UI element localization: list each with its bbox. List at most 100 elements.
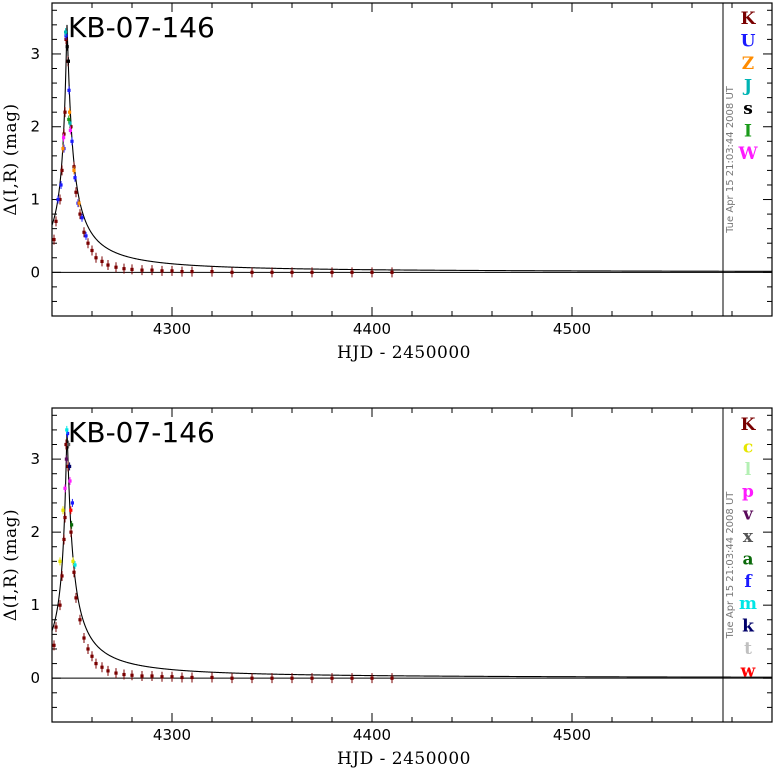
data-point-K: [86, 647, 90, 651]
data-point-K: [82, 230, 86, 234]
data-point-K: [90, 248, 94, 253]
data-point-K: [122, 267, 126, 271]
data-point-m: [73, 563, 77, 567]
data-point-K: [52, 643, 56, 647]
data-point-s: [66, 59, 70, 63]
data-point-Z: [72, 168, 76, 173]
legend-item-W: W: [737, 144, 758, 164]
data-point-K: [114, 671, 118, 675]
y-tick-label: 3: [30, 450, 40, 468]
data-point-K: [180, 675, 184, 680]
data-point-K: [60, 574, 64, 578]
data-point-K: [160, 675, 164, 679]
chart-title: KB-07-146: [68, 11, 215, 44]
data-point-K: [210, 675, 214, 680]
data-point-K: [90, 654, 94, 658]
data-point-K: [100, 259, 104, 264]
data-point-K: [160, 269, 164, 273]
data-point-Z: [61, 146, 65, 151]
legend-item-J: J: [742, 77, 752, 97]
data-point-K: [130, 267, 134, 272]
y-axis-title: Δ(I,R) (mag): [1, 103, 21, 215]
legend-item-I: I: [744, 122, 752, 142]
y-tick-label: 2: [30, 523, 40, 541]
data-point-K: [58, 197, 62, 202]
legend-item-m: m: [739, 594, 757, 614]
data-point-K: [74, 190, 78, 194]
legend-item-v: v: [742, 505, 754, 525]
data-point-w: [69, 508, 73, 512]
data-point-K: [62, 537, 66, 542]
data-point-x: [67, 442, 71, 447]
light-curve-panel-bottom: 4300 4400 4500 0 1 2 3 HJD - 2450000 Δ(I,R) (mag…: [1, 407, 773, 769]
data-point-K: [78, 618, 82, 622]
x-axis-title: HJD - 2450000: [337, 343, 471, 363]
data-point-K: [370, 270, 374, 274]
plot-frame: [51, 2, 773, 317]
x-tick-label: 4300: [153, 726, 191, 744]
x-tick-label: 4400: [353, 320, 391, 338]
chart-title: KB-07-146: [68, 416, 215, 449]
data-point-U: [59, 183, 63, 187]
data-point-K: [72, 570, 76, 574]
legend-item-c: c: [743, 437, 753, 457]
data-point-K: [230, 270, 234, 274]
legend-item-K: K: [741, 415, 757, 435]
legend-item-Z: Z: [742, 54, 754, 74]
legend-item-K: K: [741, 9, 757, 29]
data-point-W: [62, 136, 66, 140]
legend-item-p: p: [742, 482, 754, 502]
data-point-K: [170, 269, 174, 273]
legend-item-x: x: [743, 527, 754, 547]
data-point-p: [68, 479, 72, 483]
data-point-K: [63, 110, 67, 114]
data-point-K: [94, 661, 98, 666]
data-point-K: [114, 265, 118, 269]
data-point-K: [60, 168, 64, 173]
data-point-W: [68, 128, 72, 132]
light-curve-panel-top: 4300 4400 4500 0 1 2 3 HJD - 2450000 Δ(I,R) (mag…: [1, 2, 773, 363]
legend-item-w: w: [740, 661, 756, 681]
data-point-K: [390, 270, 394, 274]
plot-frame: [51, 407, 773, 723]
data-point-K: [63, 515, 67, 520]
legend-item-f: f: [744, 572, 753, 592]
data-point-K: [330, 676, 334, 680]
data-point-f: [66, 431, 70, 436]
data-point-K: [94, 256, 98, 260]
data-point-K: [270, 270, 274, 274]
legend-item-U: U: [741, 32, 756, 52]
data-point-Z: [77, 201, 81, 205]
data-point-a: [70, 523, 74, 527]
data-point-K: [52, 237, 56, 242]
data-point-K: [140, 674, 144, 678]
data-point-K: [86, 241, 90, 245]
data-point-J: [64, 30, 68, 34]
model-curve: [52, 24, 772, 272]
data-point-K: [290, 270, 294, 274]
y-tick-label: 0: [30, 669, 40, 687]
legend-item-k: k: [742, 617, 755, 637]
data-point-K: [78, 212, 82, 216]
data-point-I: [67, 117, 71, 122]
x-tick-label: 4500: [553, 726, 591, 744]
x-axis-title: HJD - 2450000: [337, 749, 471, 769]
data-point-c: [71, 559, 75, 563]
data-point-U: [67, 88, 71, 92]
data-point-K: [64, 442, 68, 447]
data-point-f: [70, 501, 74, 505]
data-point-p: [63, 486, 67, 490]
data-point-K: [106, 669, 110, 673]
data-point-K: [140, 268, 144, 272]
data-point-s: [65, 45, 69, 49]
data-point-K: [390, 676, 394, 680]
data-point-U: [56, 197, 60, 202]
data-point-K: [310, 270, 314, 274]
data-point-K: [190, 269, 194, 274]
data-point-J: [68, 121, 72, 125]
data-point-K: [150, 268, 154, 272]
data-point-K: [190, 675, 194, 680]
data-point-K: [290, 676, 294, 680]
data-point-c: [58, 559, 62, 563]
